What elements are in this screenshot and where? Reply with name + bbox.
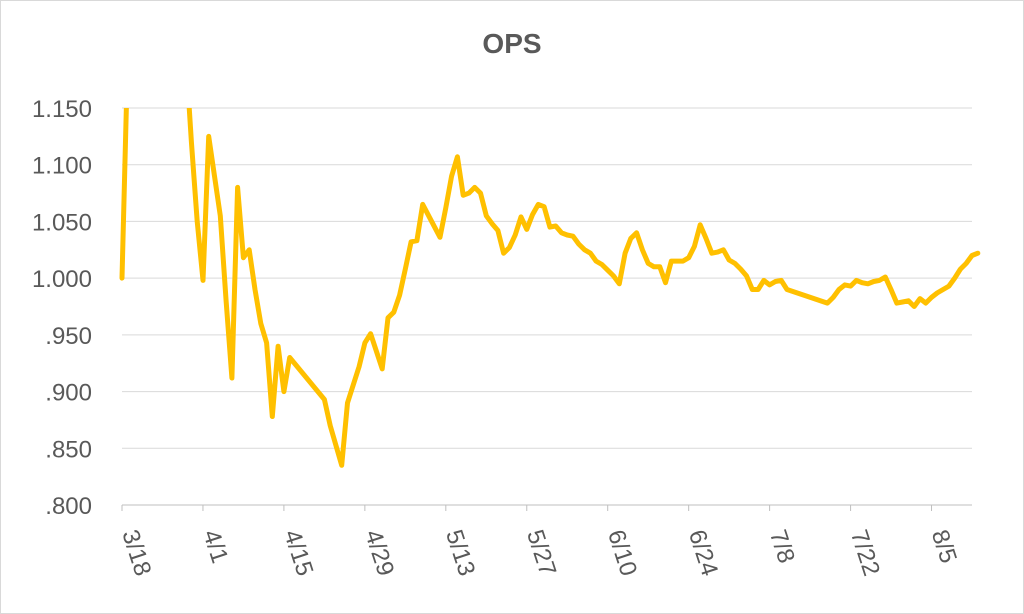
- x-tick-label: 4/1: [197, 527, 233, 567]
- x-tick-label: 7/8: [764, 527, 800, 567]
- chart-title: OPS: [482, 28, 542, 59]
- y-tick-label: .800: [45, 493, 92, 520]
- x-tick-label: 6/24: [683, 527, 723, 580]
- y-tick-label: .850: [45, 436, 92, 463]
- x-tick-label: 7/22: [845, 527, 885, 580]
- x-tick-label: 4/15: [278, 527, 318, 580]
- x-tick-label: 5/27: [521, 527, 561, 580]
- ops-series-line: [119, 108, 981, 468]
- y-tick-label: 1.050: [32, 209, 92, 236]
- y-tick-label: 1.100: [32, 153, 92, 180]
- x-axis: 3/18 4/1 4/15 4/29 5/13 5/27 6/10 6/24 7/8 7/22 8/…: [116, 505, 962, 579]
- y-tick-label: .900: [45, 380, 92, 407]
- y-axis-tick-labels: .800 .850 .900 .950 1.000 1.050 1.100 1.150: [32, 96, 92, 520]
- y-tick-label: 1.150: [32, 96, 92, 123]
- y-tick-label: 1.000: [32, 266, 92, 293]
- gridlines: [122, 107, 972, 506]
- x-tick-label: 3/18: [116, 527, 156, 580]
- x-tick-label: 5/13: [440, 527, 480, 580]
- y-tick-label: .950: [45, 323, 92, 350]
- x-tick-label: 8/5: [926, 527, 962, 567]
- series-layer: [119, 108, 981, 468]
- x-tick-label: 4/29: [359, 527, 399, 580]
- x-tick-label: 6/10: [602, 527, 642, 580]
